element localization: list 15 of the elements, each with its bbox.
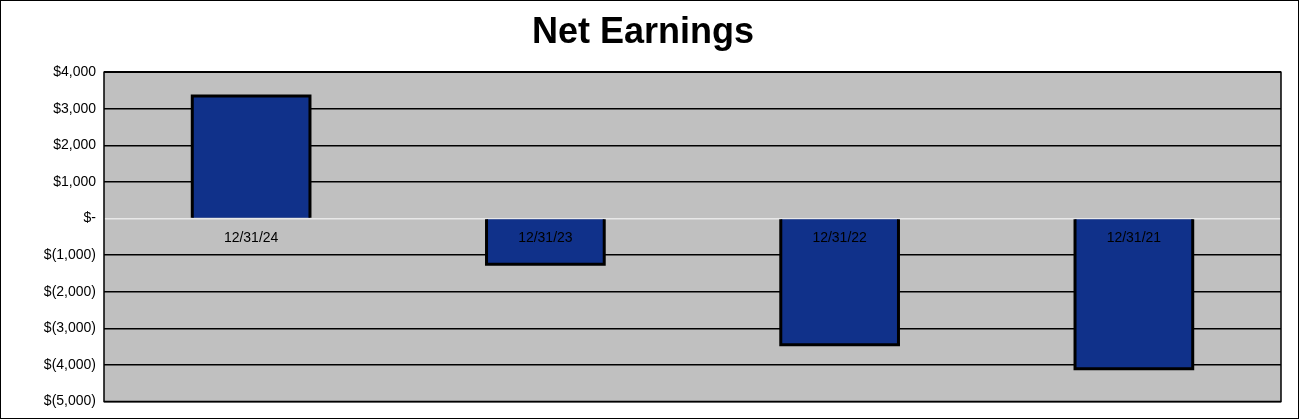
y-tick-label: $4,000 [53, 63, 97, 80]
y-tick-label: $(3,000) [43, 319, 96, 336]
y-tick-label: $(4,000) [43, 355, 96, 372]
y-tick-label: $1,000 [53, 172, 97, 189]
y-tick-label: $3,000 [53, 99, 97, 116]
y-tick-label: $- [83, 209, 97, 226]
chart-title: Net Earnings [531, 9, 755, 51]
y-tick-label: $2,000 [53, 136, 97, 153]
y-tick-label: $(1,000) [43, 246, 96, 263]
x-tick-label: 12/31/24 [223, 229, 279, 246]
x-tick-label: 12/31/22 [812, 229, 868, 246]
x-tick-label: 12/31/21 [1106, 229, 1162, 246]
y-tick-label: $(5,000) [43, 392, 96, 409]
y-tick-label: $(2,000) [43, 282, 96, 299]
x-tick-label: 12/31/23 [518, 229, 573, 246]
